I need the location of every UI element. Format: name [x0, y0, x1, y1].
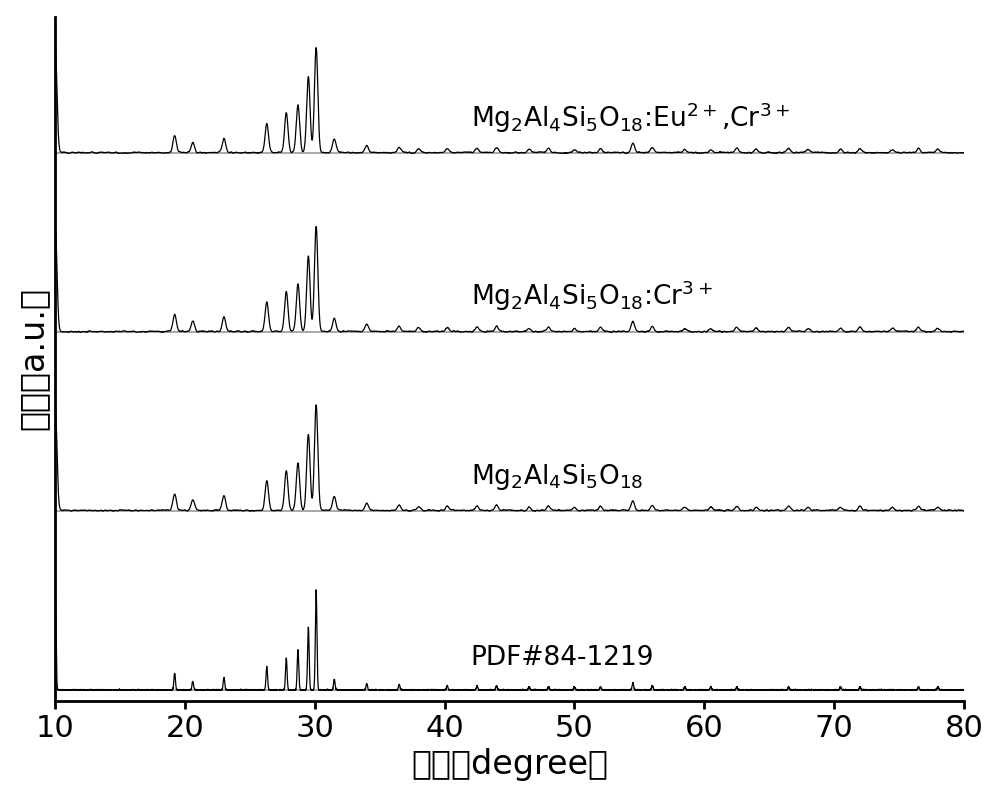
Text: PDF#84-1219: PDF#84-1219 [471, 645, 654, 671]
Y-axis label: 强度（a.u.）: 强度（a.u.） [17, 287, 50, 430]
Text: Mg$_2$Al$_4$Si$_5$O$_{18}$:Eu$^{2+}$,Cr$^{3+}$: Mg$_2$Al$_4$Si$_5$O$_{18}$:Eu$^{2+}$,Cr$… [471, 100, 790, 135]
X-axis label: 度数（degree）: 度数（degree） [411, 749, 608, 781]
Text: Mg$_2$Al$_4$Si$_5$O$_{18}$: Mg$_2$Al$_4$Si$_5$O$_{18}$ [471, 462, 643, 492]
Text: Mg$_2$Al$_4$Si$_5$O$_{18}$:Cr$^{3+}$: Mg$_2$Al$_4$Si$_5$O$_{18}$:Cr$^{3+}$ [471, 279, 712, 314]
